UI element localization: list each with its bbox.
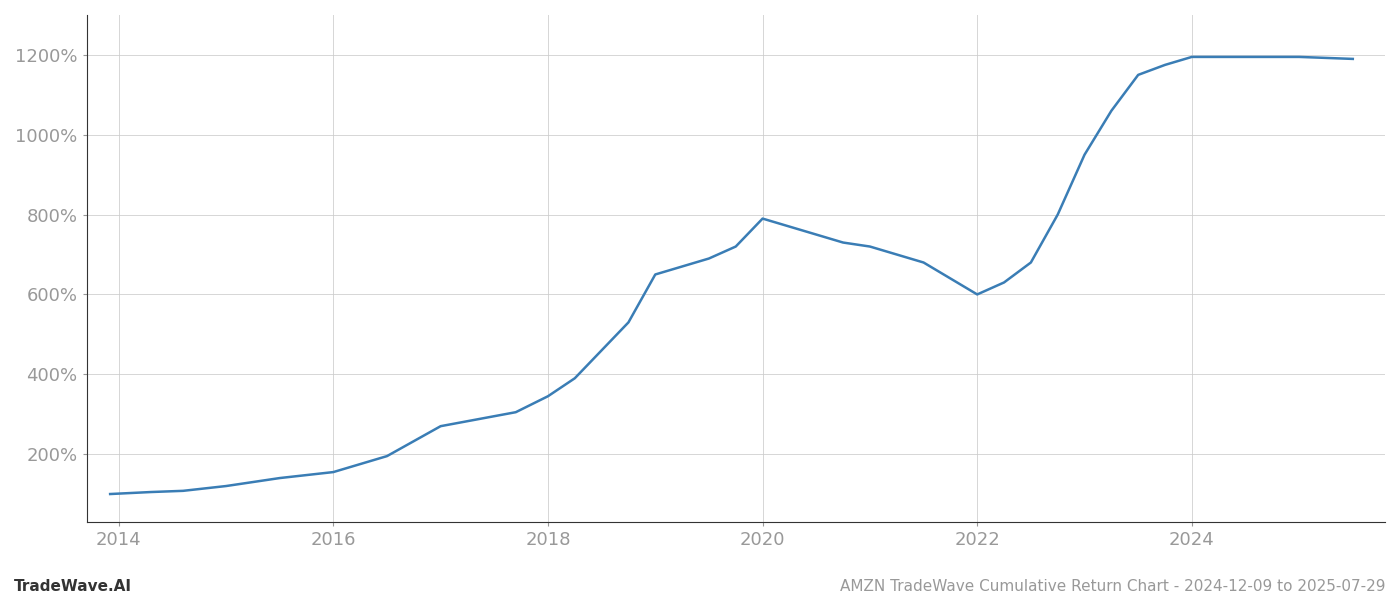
Text: AMZN TradeWave Cumulative Return Chart - 2024-12-09 to 2025-07-29: AMZN TradeWave Cumulative Return Chart -… [840,579,1386,594]
Text: TradeWave.AI: TradeWave.AI [14,579,132,594]
